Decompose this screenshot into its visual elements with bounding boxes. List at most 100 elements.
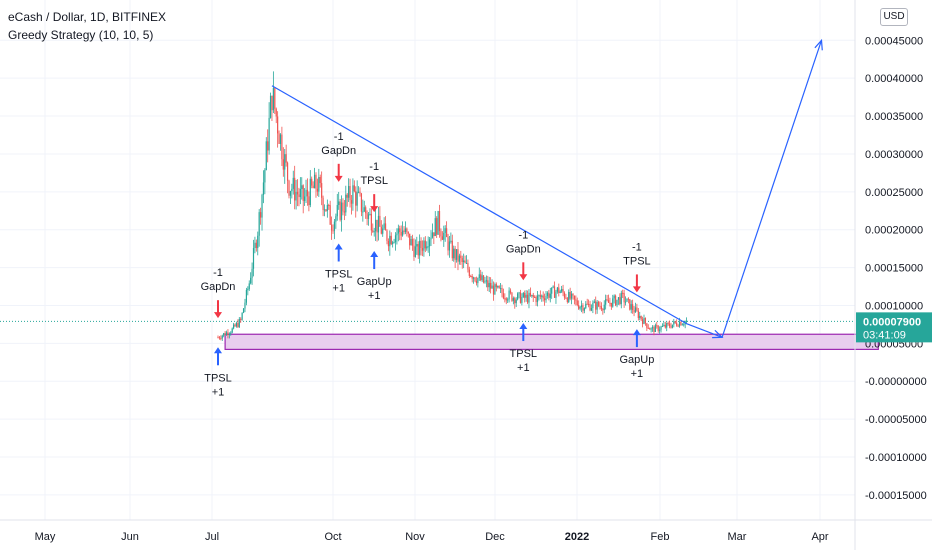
candle-body xyxy=(230,332,232,334)
candle-body xyxy=(419,240,421,256)
candle-body xyxy=(661,326,664,328)
candle-body xyxy=(394,235,397,243)
candle-body xyxy=(565,297,567,299)
candle-body xyxy=(612,298,614,307)
candle-body xyxy=(502,293,505,299)
candle-body xyxy=(526,294,529,303)
y-tick-label: 0.00030000 xyxy=(865,149,923,161)
candle-body xyxy=(677,325,679,327)
signal-arrow-head xyxy=(334,243,343,250)
candle-body xyxy=(390,235,392,245)
candle-body xyxy=(494,284,496,295)
candle-body xyxy=(261,194,263,218)
candle-body xyxy=(636,307,638,311)
candle-body xyxy=(399,228,401,232)
candle-body xyxy=(607,300,610,303)
signal-arrow-head xyxy=(214,312,222,319)
candle-body xyxy=(366,213,368,220)
candle-body xyxy=(588,303,590,305)
candle-body xyxy=(667,323,669,325)
candle-body xyxy=(416,244,418,247)
candle-body xyxy=(427,246,429,248)
candle-body xyxy=(597,302,600,306)
x-tick-label: Jun xyxy=(121,531,139,543)
signal-tpsl-3: TPSL -1 xyxy=(360,161,388,213)
currency-button[interactable]: USD xyxy=(880,8,908,26)
candle-body xyxy=(569,291,571,299)
candle-body xyxy=(357,191,360,193)
candle-body xyxy=(555,291,557,298)
candle-body xyxy=(606,299,608,301)
candle-body xyxy=(434,218,436,237)
candle-body xyxy=(562,289,564,293)
support-zone xyxy=(224,333,879,350)
candle-body xyxy=(380,226,382,234)
trend-arrowhead-end xyxy=(814,38,823,51)
signal-tpsl-7: TPSL +1 xyxy=(510,323,538,374)
candle-body xyxy=(248,283,250,290)
candle-body xyxy=(295,191,297,201)
candle-body xyxy=(659,329,661,331)
candle-body xyxy=(443,232,445,240)
candle-body xyxy=(260,212,262,218)
candle-body xyxy=(482,275,485,283)
candle-body xyxy=(413,245,415,257)
indicator-title: Greedy Strategy (10, 10, 5) xyxy=(8,28,154,42)
y-tick-label: -0.00005000 xyxy=(865,414,927,426)
candle-body xyxy=(356,192,358,206)
signal-value: +1 xyxy=(332,282,345,294)
candle-body xyxy=(220,338,222,340)
candle-body xyxy=(639,315,641,318)
candle-body xyxy=(518,292,520,294)
candle-body xyxy=(471,276,473,279)
candle-body xyxy=(602,309,604,311)
candle-body xyxy=(590,308,593,311)
candle-body xyxy=(250,277,252,284)
candle-body xyxy=(548,292,550,298)
x-tick-label: May xyxy=(35,531,56,543)
candle-body xyxy=(235,323,238,327)
candle-body xyxy=(538,295,540,297)
candle-body xyxy=(277,116,279,134)
candle-body xyxy=(291,188,293,192)
candle-body xyxy=(448,241,451,251)
candle-body xyxy=(221,335,223,339)
candle-body xyxy=(453,248,455,259)
candle-body xyxy=(365,207,367,214)
candle-body xyxy=(255,242,257,249)
candle-body xyxy=(312,185,314,189)
candle-body xyxy=(272,87,274,111)
trend-arrowhead-mid xyxy=(712,329,724,339)
candle-body xyxy=(274,87,276,109)
candle-body xyxy=(301,185,303,189)
chart-legend: eCash / Dollar, 1D, BITFINEX Greedy Stra… xyxy=(8,8,166,44)
candle-body xyxy=(470,276,472,278)
candle-body xyxy=(668,323,671,327)
candle-body xyxy=(315,174,317,189)
candle-body xyxy=(238,318,240,328)
candle-body xyxy=(582,305,584,311)
candle-body xyxy=(349,186,351,201)
candle-body xyxy=(282,159,284,170)
signal-label: GapDn xyxy=(201,281,236,293)
candle-body xyxy=(370,213,372,231)
signal-label: TPSL xyxy=(510,348,538,360)
candle-body xyxy=(556,287,558,292)
candle-body xyxy=(336,204,338,217)
signal-value: -1 xyxy=(213,267,223,279)
candle-body xyxy=(375,219,377,232)
candle-body xyxy=(566,298,568,302)
candle-body xyxy=(350,200,353,204)
candle-body xyxy=(458,255,460,262)
signal-tpsl-8: TPSL -1 xyxy=(623,241,651,293)
y-tick-label: -0.00010000 xyxy=(865,452,927,464)
candle-body xyxy=(605,299,607,305)
x-tick-label: Nov xyxy=(405,531,425,543)
signal-arrow-head xyxy=(334,175,343,182)
candle-body xyxy=(396,233,398,236)
candle-body xyxy=(583,308,585,311)
candle-body xyxy=(409,233,411,246)
candle-body xyxy=(437,211,439,235)
candle-body xyxy=(389,235,391,247)
